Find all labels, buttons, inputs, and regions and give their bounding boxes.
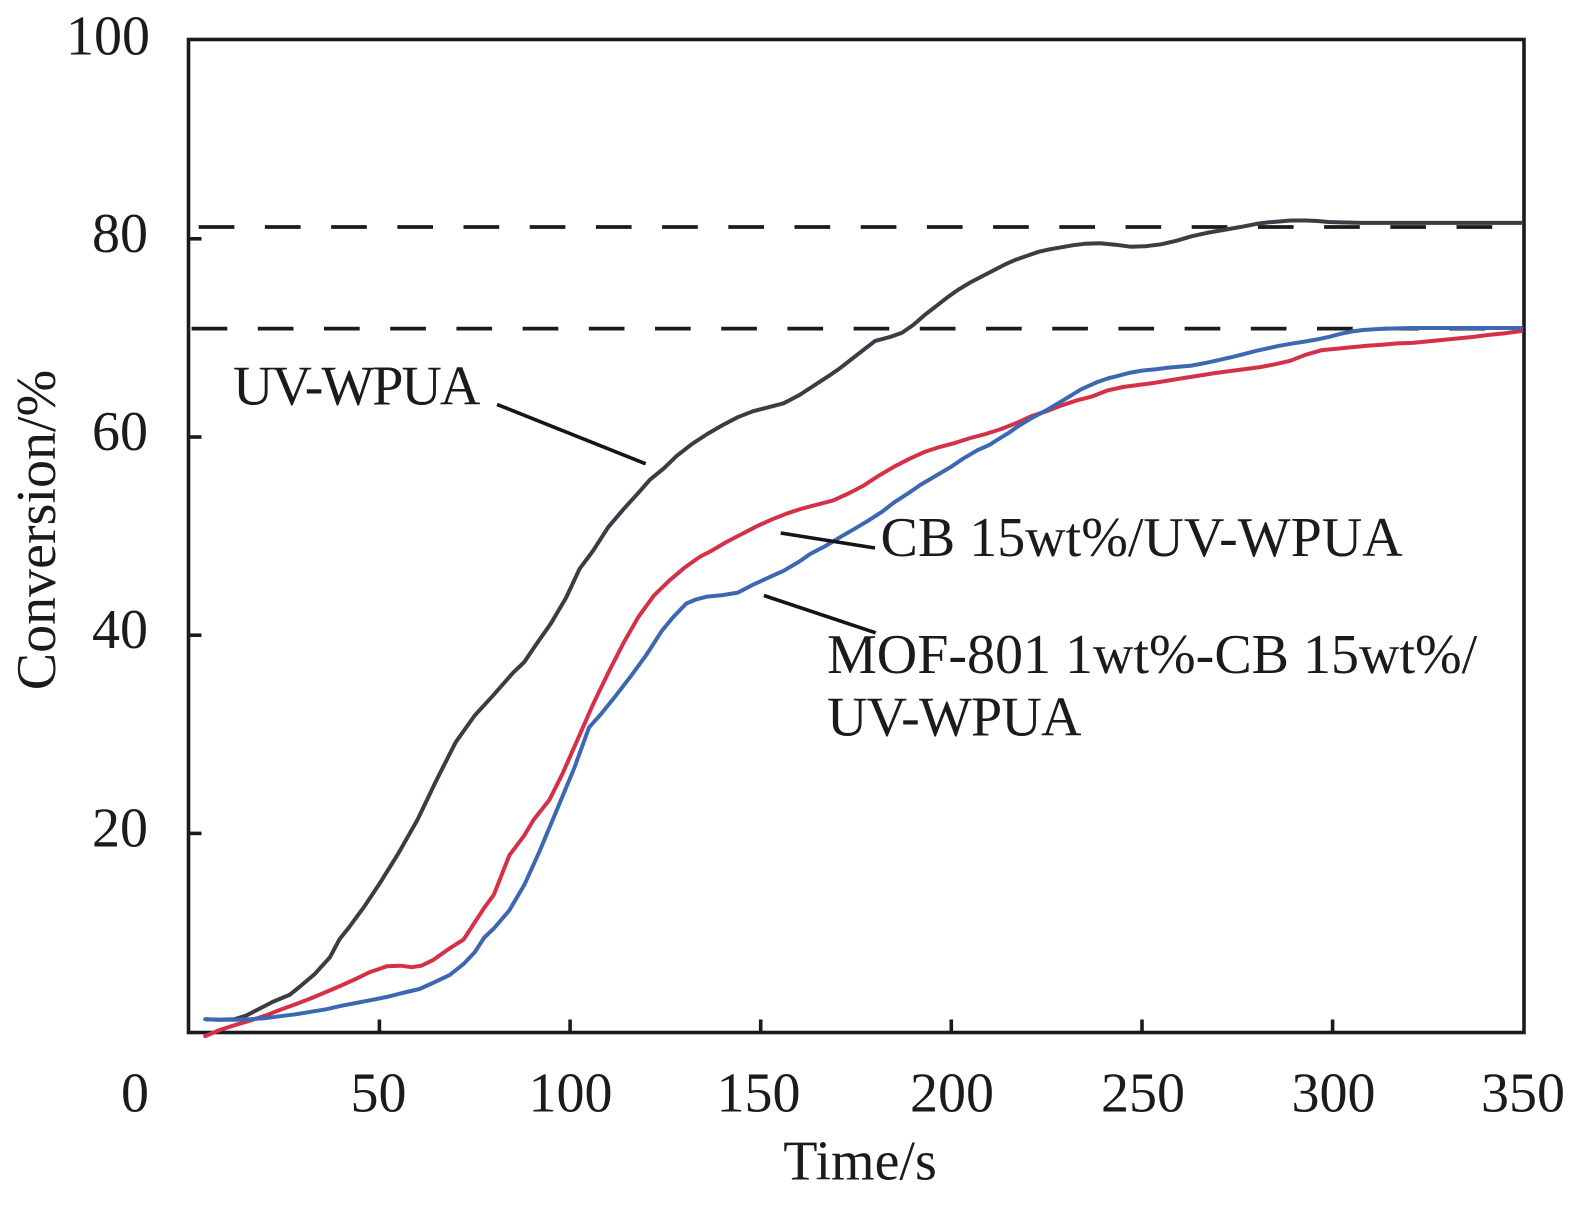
svg-text:UV-WPUA: UV-WPUA: [827, 686, 1082, 748]
svg-text:350: 350: [1481, 1063, 1565, 1125]
svg-text:20: 20: [92, 798, 148, 860]
svg-text:UV-WPUA: UV-WPUA: [233, 355, 481, 417]
svg-text:0: 0: [121, 1063, 149, 1125]
svg-text:200: 200: [910, 1063, 994, 1125]
svg-text:100: 100: [529, 1063, 613, 1125]
svg-text:250: 250: [1101, 1063, 1185, 1125]
svg-text:60: 60: [92, 401, 148, 463]
svg-text:40: 40: [92, 599, 148, 661]
svg-text:50: 50: [351, 1063, 407, 1125]
svg-text:Conversion/%: Conversion/%: [6, 370, 68, 690]
svg-text:MOF-801 1wt%-CB 15wt%/: MOF-801 1wt%-CB 15wt%/: [827, 624, 1478, 686]
svg-text:300: 300: [1292, 1063, 1376, 1125]
svg-text:80: 80: [92, 203, 148, 265]
svg-text:Time/s: Time/s: [783, 1131, 937, 1193]
svg-text:CB 15wt%/UV-WPUA: CB 15wt%/UV-WPUA: [881, 507, 1404, 569]
svg-text:100: 100: [66, 6, 150, 68]
svg-text:150: 150: [717, 1063, 801, 1125]
